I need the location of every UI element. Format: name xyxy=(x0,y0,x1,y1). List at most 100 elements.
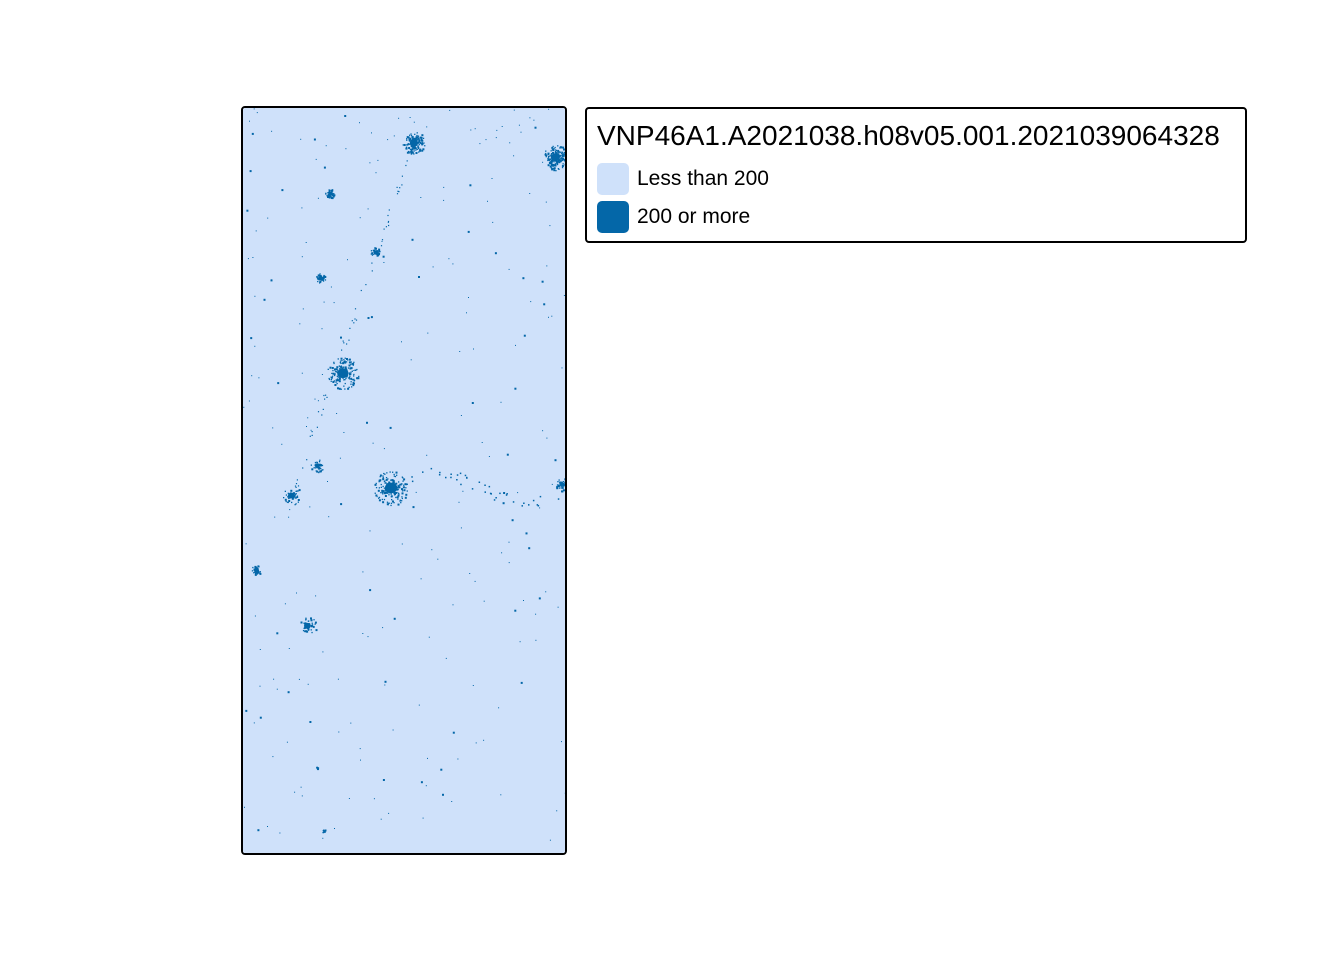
scattered-pixel xyxy=(381,240,383,242)
cluster-center-pixel xyxy=(386,492,388,494)
cluster-small-c-pixel xyxy=(318,278,320,280)
cluster-top-center-pixel xyxy=(413,142,416,144)
cluster-small-a-pixel xyxy=(330,190,333,192)
scattered-pixel xyxy=(253,108,255,110)
scattered-pixel xyxy=(541,280,544,283)
cluster-mid-left-pixel xyxy=(352,383,355,386)
scattered-pixel xyxy=(338,731,340,733)
cluster-bottom-small-pixel xyxy=(317,767,319,769)
cluster-mid-left-pixel xyxy=(347,367,350,369)
scattered-pixel xyxy=(502,502,505,505)
cluster-lower-mid-pixel xyxy=(304,630,306,632)
scattered-pixel xyxy=(508,541,510,543)
cluster-center-pixel xyxy=(395,482,398,485)
cluster-center-pixel xyxy=(396,491,398,494)
scattered-pixel xyxy=(389,482,391,484)
cluster-center-pixel xyxy=(396,474,398,476)
cluster-mid-left-pixel xyxy=(341,366,343,368)
corridor-pixel xyxy=(322,408,324,410)
scattered-pixel xyxy=(427,757,428,759)
corridor-pixel xyxy=(377,255,379,257)
cluster-right-edge-pixel xyxy=(557,481,559,483)
scattered-pixel xyxy=(418,704,420,706)
corridor-pixel xyxy=(341,349,343,351)
cluster-center-pixel xyxy=(391,490,393,492)
cluster-top-right-pixel xyxy=(553,164,556,167)
cluster-mid-left-pixel xyxy=(348,364,351,367)
corridor-pixel xyxy=(334,371,337,373)
cluster-right-edge-pixel xyxy=(564,485,565,487)
cluster-mid-left-pixel xyxy=(340,369,342,371)
cluster-top-center-pixel xyxy=(416,140,418,142)
cluster-lower-mid-pixel xyxy=(303,627,305,630)
cluster-top-center-pixel xyxy=(419,148,422,150)
scattered-pixel xyxy=(366,421,368,424)
cluster-bottom-left-pixel xyxy=(323,829,325,831)
scattered-pixel xyxy=(309,721,312,723)
scattered-pixel xyxy=(369,589,372,592)
cluster-right-edge-pixel xyxy=(561,484,563,486)
cluster-center-pixel xyxy=(388,483,391,486)
cluster-center-pixel xyxy=(397,487,399,489)
cluster-center-pixel xyxy=(379,476,381,478)
corridor-pixel xyxy=(488,485,491,488)
cluster-top-right-pixel xyxy=(553,167,556,170)
scattered-pixel xyxy=(273,678,275,680)
cluster-small-c-pixel xyxy=(323,274,325,277)
scattered-pixel xyxy=(548,316,549,318)
cluster-mid-left-pixel xyxy=(343,379,345,381)
cluster-mid-left-pixel xyxy=(342,375,345,378)
scattered-pixel xyxy=(483,600,485,602)
cluster-lower-mid-pixel xyxy=(311,625,313,627)
corridor-pixel xyxy=(388,209,390,211)
cluster-right-edge-pixel xyxy=(564,483,565,486)
cluster-mid-left-pixel xyxy=(348,386,350,388)
scattered-pixel xyxy=(245,543,247,545)
cluster-top-right-pixel xyxy=(557,149,560,152)
cluster-top-right-pixel xyxy=(550,167,552,169)
corridor-pixel xyxy=(557,498,560,500)
scattered-pixel xyxy=(503,492,506,494)
cluster-top-center-pixel xyxy=(415,136,418,139)
cluster-mid-left-pixel xyxy=(334,368,336,370)
scattered-pixel xyxy=(243,406,245,408)
cluster-mid-left-pixel xyxy=(336,375,338,377)
cluster-small-c-pixel xyxy=(321,278,324,281)
cluster-mid-left-pixel xyxy=(341,368,343,370)
scattered-pixel xyxy=(367,317,370,319)
cluster-top-right-pixel xyxy=(550,160,553,163)
cluster-top-right-pixel xyxy=(550,162,553,165)
corridor-pixel xyxy=(296,479,298,481)
scattered-pixel xyxy=(545,591,547,593)
scattered-pixel xyxy=(458,501,460,503)
cluster-center-pixel xyxy=(392,471,394,473)
cluster-top-right-pixel xyxy=(554,152,556,154)
cluster-center-pixel xyxy=(393,487,395,490)
scattered-pixel xyxy=(472,685,474,686)
cluster-mid-left-pixel xyxy=(332,381,335,383)
cluster-top-center-pixel xyxy=(421,149,424,152)
cluster-bottom-left-pixel xyxy=(323,830,326,833)
cluster-center-pixel xyxy=(375,487,378,489)
cluster-top-center-pixel xyxy=(409,134,411,136)
cluster-top-right-pixel xyxy=(557,150,560,153)
cluster-small-a-pixel xyxy=(333,193,335,195)
scattered-pixel xyxy=(420,578,422,580)
cluster-top-center-pixel xyxy=(413,148,415,150)
cluster-center-pixel xyxy=(385,477,388,479)
cluster-top-right-pixel xyxy=(547,158,550,161)
scattered-pixel xyxy=(543,303,546,306)
scattered-pixel xyxy=(528,547,531,550)
cluster-small-b-pixel xyxy=(374,247,377,249)
cluster-left-a-pixel xyxy=(288,496,291,499)
cluster-small-c-pixel xyxy=(320,278,323,280)
corridor-pixel xyxy=(484,484,486,486)
scattered-pixel xyxy=(523,334,526,337)
cluster-left-a-pixel xyxy=(284,498,287,501)
cluster-small-b-pixel xyxy=(378,248,381,251)
cluster-top-center-pixel xyxy=(415,149,417,151)
cluster-right-edge-pixel xyxy=(560,487,562,489)
scattered-pixel xyxy=(258,377,260,379)
cluster-left-a-pixel xyxy=(296,495,299,497)
cluster-mid-left-pixel xyxy=(333,361,335,363)
